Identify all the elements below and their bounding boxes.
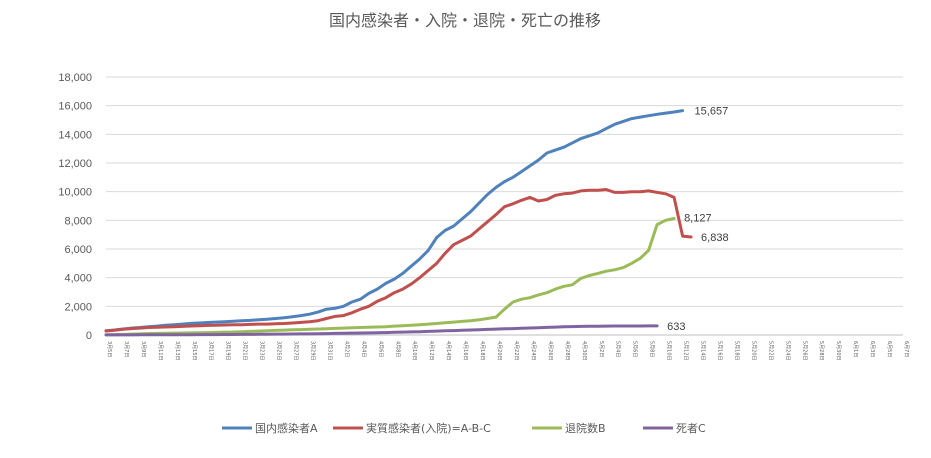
series-end-label: 6,838 — [701, 232, 729, 244]
y-tick-label: 10,000 — [58, 187, 92, 199]
x-tick-label: 5月24日 — [784, 341, 790, 361]
x-tick-label: 3月19日 — [225, 341, 231, 361]
x-tick-label: 4月30日 — [581, 341, 587, 361]
x-tick-label: 5月2日 — [598, 341, 604, 357]
end-labels: 15,657 6,838 8,127 633 — [667, 106, 728, 333]
y-tick-label: 16,000 — [58, 101, 92, 113]
x-tick-label: 4月16日 — [462, 341, 468, 361]
x-tick-label: 3月13日 — [174, 341, 180, 361]
x-tick-label: 5月30日 — [835, 341, 841, 361]
x-tick-label: 4月6日 — [377, 341, 383, 357]
x-tick-label: 5月4日 — [615, 341, 621, 357]
legend: 国内感染者A 実質感染者(入院)=A-B-C 退院数B 死者C — [222, 421, 706, 435]
y-axis-ticks: 0 2,000 4,000 6,000 8,000 10,000 12,000 14,000 1… — [58, 72, 92, 342]
y-tick-label: 4,000 — [64, 273, 92, 285]
gridlines — [106, 76, 903, 336]
x-tick-label: 3月7日 — [123, 341, 129, 357]
x-tick-label: 5月6日 — [632, 341, 638, 357]
x-tick-label: 4月26日 — [547, 341, 553, 361]
legend-label: 死者C — [676, 422, 706, 435]
x-tick-label: 5月18日 — [733, 341, 739, 361]
x-tick-label: 4月22日 — [513, 341, 519, 361]
x-tick-label: 6月5日 — [886, 341, 892, 357]
x-tick-label: 4月20日 — [496, 341, 502, 361]
series-line — [104, 217, 676, 337]
series-line — [104, 324, 659, 337]
chart-title: 国内感染者・入院・退院・死亡の推移 — [329, 11, 601, 30]
legend-label: 実質感染者(入院)=A-B-C — [366, 421, 491, 435]
series-line — [104, 109, 685, 333]
x-tick-label: 5月16日 — [716, 341, 722, 361]
y-tick-label: 6,000 — [64, 244, 92, 256]
x-tick-label: 3月11日 — [157, 341, 163, 361]
x-tick-label: 3月9日 — [140, 341, 146, 357]
y-tick-label: 0 — [86, 330, 92, 342]
x-tick-label: 3月15日 — [191, 341, 197, 361]
legend-label: 国内感染者A — [255, 421, 318, 435]
x-tick-label: 4月8日 — [394, 341, 400, 357]
x-tick-label: 4月14日 — [445, 341, 451, 361]
x-tick-label: 4月10日 — [411, 341, 417, 361]
x-tick-label: 3月29日 — [309, 341, 315, 361]
series-end-label: 8,127 — [684, 213, 712, 225]
y-tick-label: 12,000 — [58, 158, 92, 170]
x-tick-label: 4月28日 — [564, 341, 570, 361]
x-tick-label: 6月7日 — [903, 341, 909, 357]
x-tick-label: 4月4日 — [360, 341, 366, 357]
legend-label: 退院数B — [565, 421, 606, 435]
x-tick-label: 5月12日 — [683, 341, 689, 361]
x-tick-label: 3月25日 — [276, 341, 282, 361]
series-lines — [104, 109, 693, 337]
series-end-label: 633 — [667, 321, 685, 333]
y-tick-label: 14,000 — [58, 129, 92, 141]
x-tick-label: 3月27日 — [293, 341, 299, 361]
x-tick-label: 6月3日 — [869, 341, 875, 357]
y-tick-label: 2,000 — [64, 301, 92, 313]
x-tick-label: 6月1日 — [852, 341, 858, 357]
x-tick-label: 5月14日 — [700, 341, 706, 361]
x-tick-label: 4月18日 — [479, 341, 485, 361]
x-axis-ticks: 3月5日 3月7日 3月9日 3月11日 3月13日 3月15日 3月17日 3月19日 3月2… — [106, 341, 909, 361]
series-line — [104, 188, 693, 333]
x-tick-label: 5月20日 — [750, 341, 756, 361]
x-tick-label: 4月12日 — [428, 341, 434, 361]
x-tick-label: 3月5日 — [106, 341, 112, 357]
x-tick-label: 5月22日 — [767, 341, 773, 361]
x-tick-label: 4月2日 — [343, 341, 349, 357]
x-tick-label: 4月24日 — [530, 341, 536, 361]
x-tick-label: 5月28日 — [818, 341, 824, 361]
x-tick-label: 3月21日 — [242, 341, 248, 361]
y-tick-label: 18,000 — [58, 72, 92, 84]
x-tick-label: 3月17日 — [208, 341, 214, 361]
x-tick-label: 3月23日 — [259, 341, 265, 361]
x-tick-label: 5月10日 — [666, 341, 672, 361]
x-tick-label: 3月31日 — [326, 341, 332, 361]
series-end-label: 15,657 — [695, 106, 729, 118]
x-tick-label: 5月8日 — [649, 341, 655, 357]
y-tick-label: 8,000 — [64, 215, 92, 227]
x-tick-label: 5月26日 — [801, 341, 807, 361]
